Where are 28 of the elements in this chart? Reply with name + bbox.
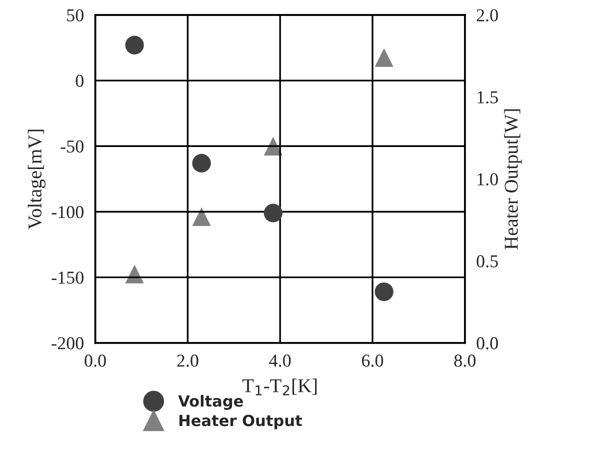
y-tick-label: -100: [52, 206, 84, 218]
point: [264, 204, 282, 222]
point: [374, 282, 394, 302]
y2-tick-label: 2.0: [476, 9, 498, 22]
legend-label: Heater Output: [179, 414, 302, 430]
y2-tick-label: 1.5: [478, 91, 498, 104]
y2-tick-label: 1.0: [478, 173, 498, 186]
y-tick-label: 0: [76, 74, 84, 87]
x-tick-label: 6.0: [362, 354, 384, 367]
x-tick-label: 2.0: [177, 354, 198, 367]
y-tick-label: 50: [67, 9, 84, 22]
x-tick-label: 0.0: [84, 354, 106, 367]
x-tick-label: 4.0: [269, 354, 291, 367]
x-axis-title: T$_{1}$-T$_{2}$[K]: [242, 378, 317, 396]
y2-tick-label: 0.0: [476, 337, 498, 350]
point: [125, 264, 144, 284]
point: [192, 207, 211, 226]
y2-tick-label: 0.5: [476, 255, 498, 268]
y-tick-label: -200: [52, 337, 84, 350]
y2-axis-title: Heater Output[W]: [504, 109, 522, 250]
point: [374, 48, 394, 67]
legend-label: Voltage: [178, 394, 243, 410]
y-axis-title: Voltage[mV]: [28, 130, 46, 230]
point: [125, 36, 144, 54]
x-tick-label: 8.0: [454, 354, 476, 367]
y-tick-label: -50: [60, 140, 84, 153]
point: [192, 154, 211, 173]
y-tick-label: -150: [52, 272, 84, 284]
